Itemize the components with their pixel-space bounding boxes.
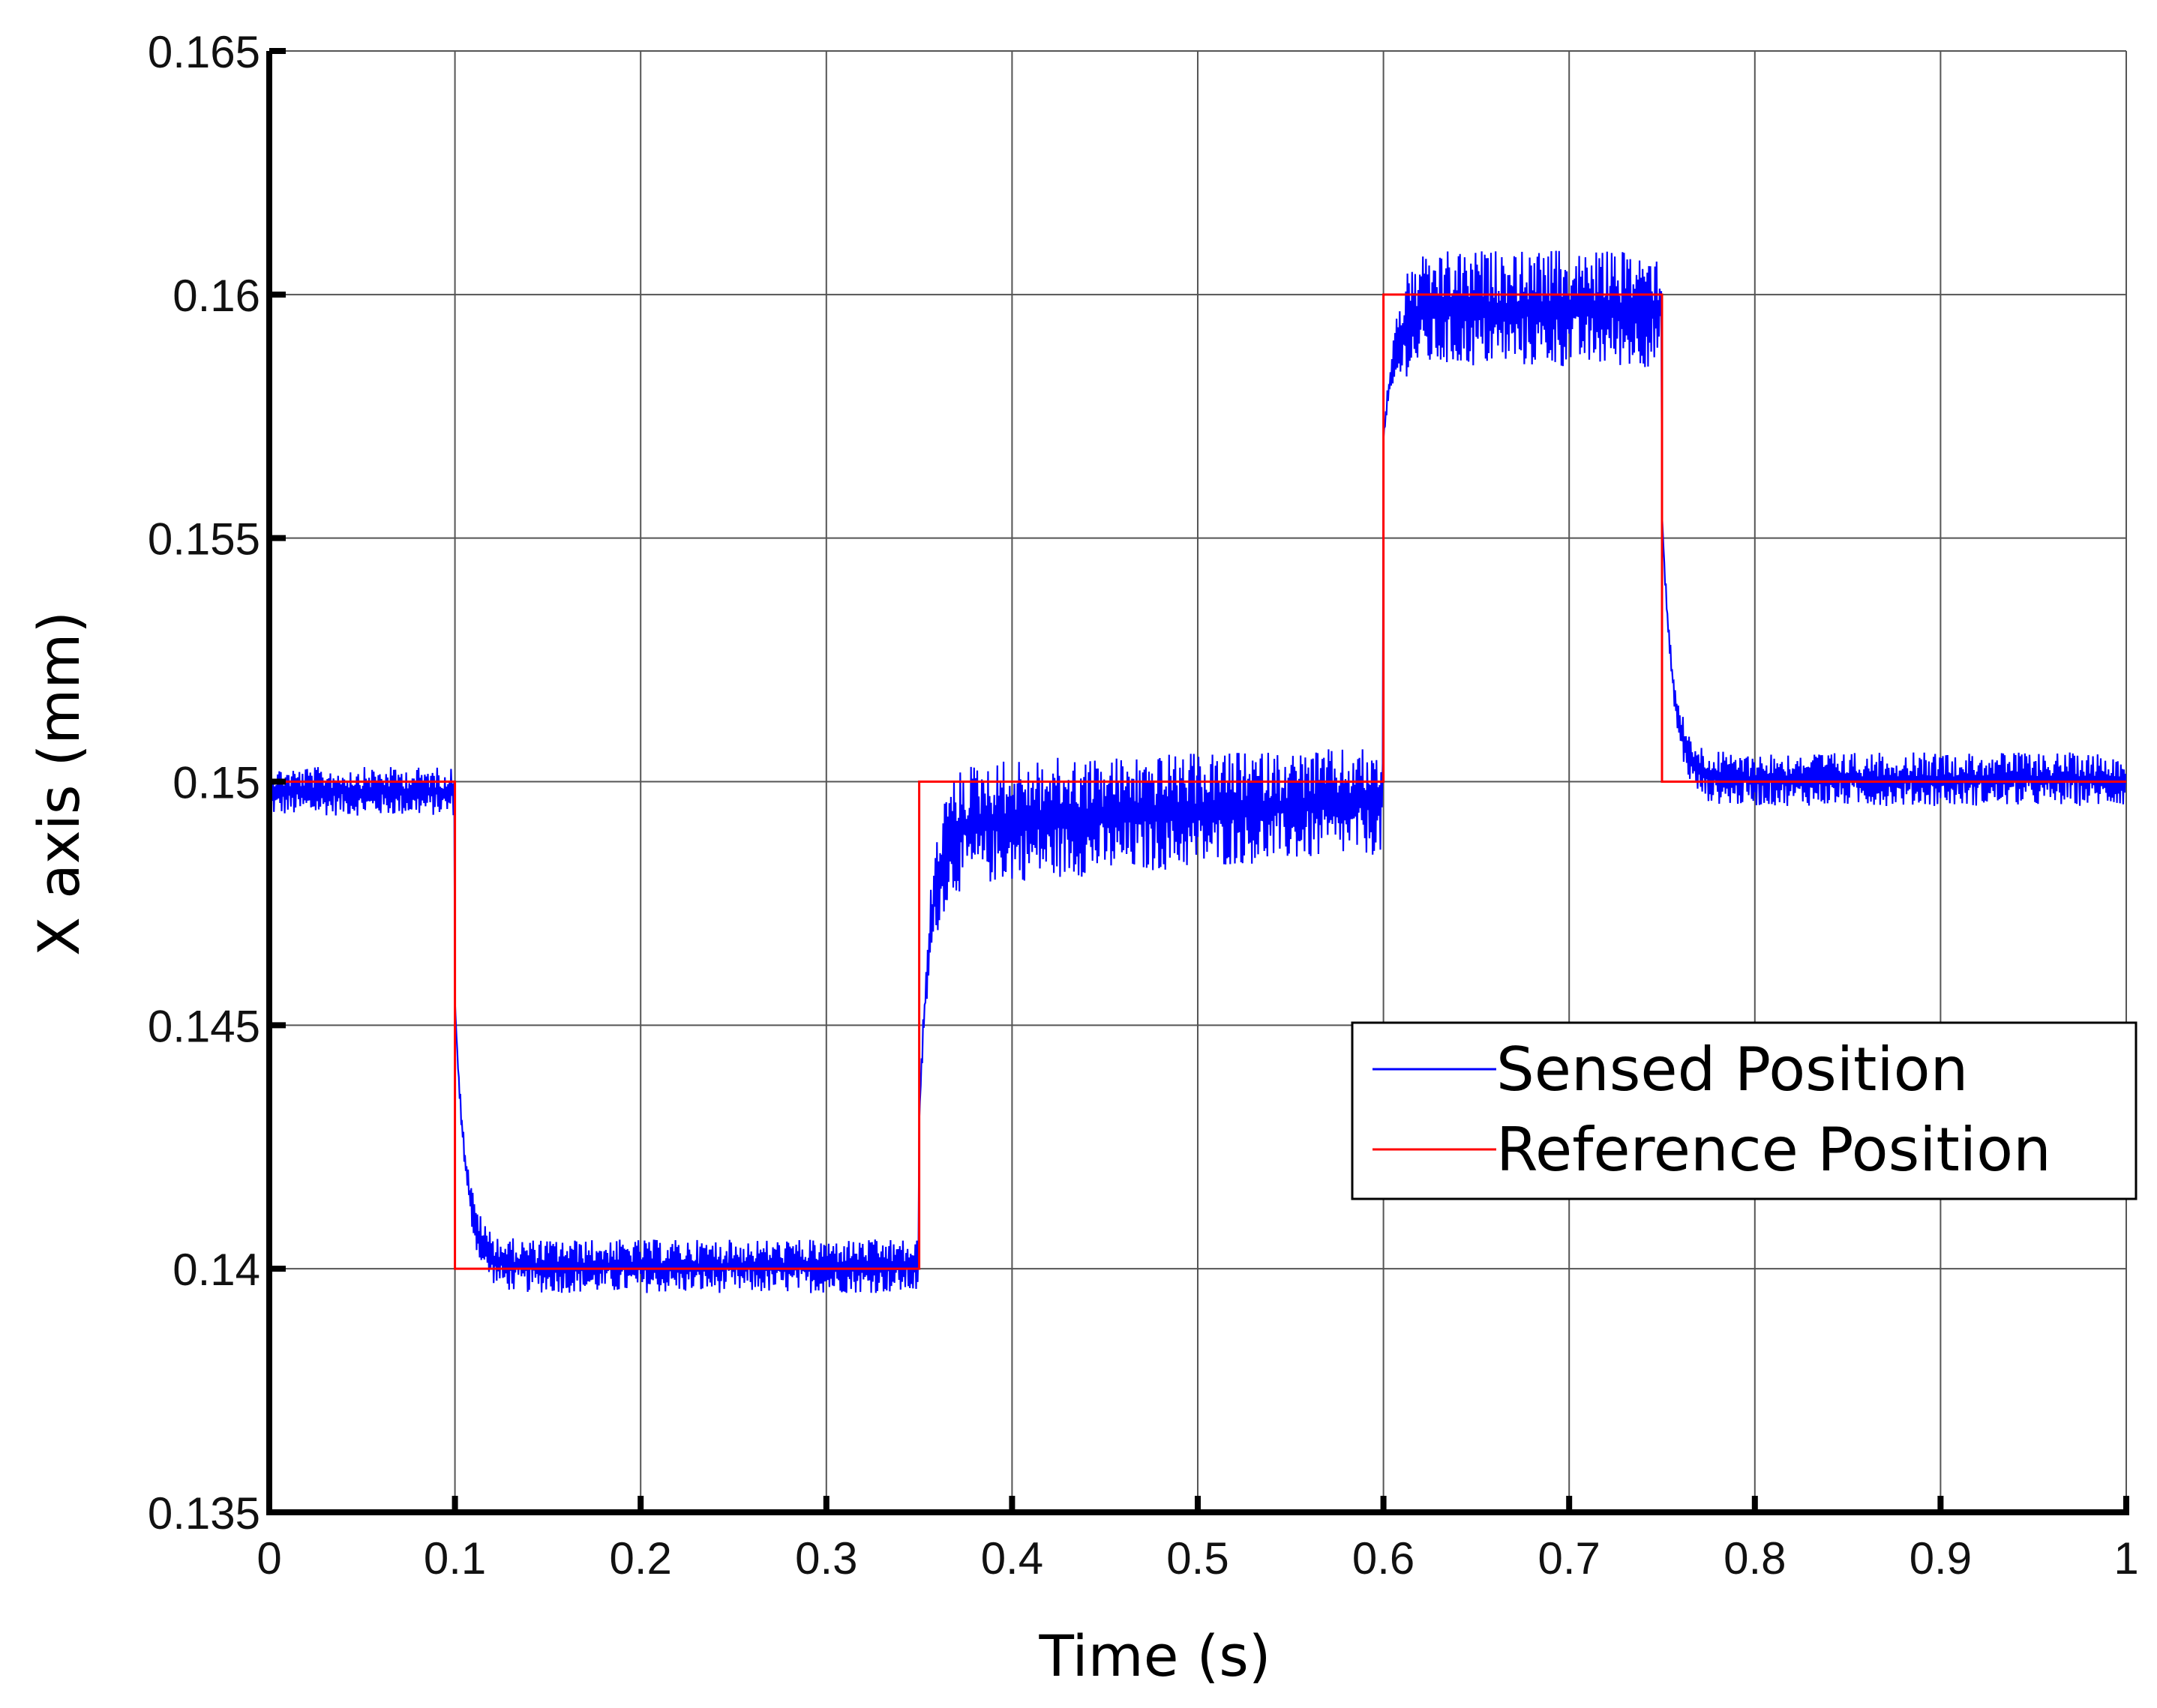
x-axis-label: Time (s) [1038, 1623, 1270, 1689]
series-sensed-position-line [268, 250, 2127, 1293]
y-tick-label: 0.14 [172, 1245, 260, 1295]
series [268, 250, 2127, 1293]
x-tick-label: 0.9 [1910, 1533, 1972, 1584]
legend-box [1351, 1021, 2138, 1200]
y-tick-label: 0.15 [172, 758, 260, 808]
y-tick-label: 0.155 [148, 514, 260, 565]
x-tick-label: 0.8 [1724, 1533, 1786, 1584]
legend-label-reference: Reference Position [1496, 1115, 2051, 1185]
legend-label-sensed: Sensed Position [1496, 1035, 1968, 1104]
y-axis-label: X axis (mm) [26, 611, 92, 956]
x-tick-label: 0.1 [424, 1533, 486, 1584]
y-tick-label: 0.165 [148, 27, 260, 77]
x-tick-label: 0.7 [1538, 1533, 1600, 1584]
legend: Sensed Position Reference Position [1351, 1021, 2138, 1200]
x-tick-label: 0.5 [1166, 1533, 1228, 1584]
series-reference-position-line [269, 293, 2126, 1270]
tick-labels: 0 0.1 0.2 0.3 0.4 0.5 0.6 0.7 0.8 0.9 1 0.135 0.14 0.… [148, 27, 2139, 1584]
x-tick-label: 0.6 [1352, 1533, 1414, 1584]
x-tick-label: 0.3 [795, 1533, 857, 1584]
y-tick-label: 0.135 [148, 1488, 260, 1539]
y-tick-label: 0.16 [172, 271, 260, 321]
x-tick-label: 0.4 [981, 1533, 1043, 1584]
x-tick-label: 0 [256, 1533, 281, 1584]
x-tick-label: 1 [2114, 1533, 2138, 1584]
y-tick-label: 0.145 [148, 1001, 260, 1051]
axes [266, 48, 2129, 1515]
x-tick-label: 0.2 [609, 1533, 671, 1584]
